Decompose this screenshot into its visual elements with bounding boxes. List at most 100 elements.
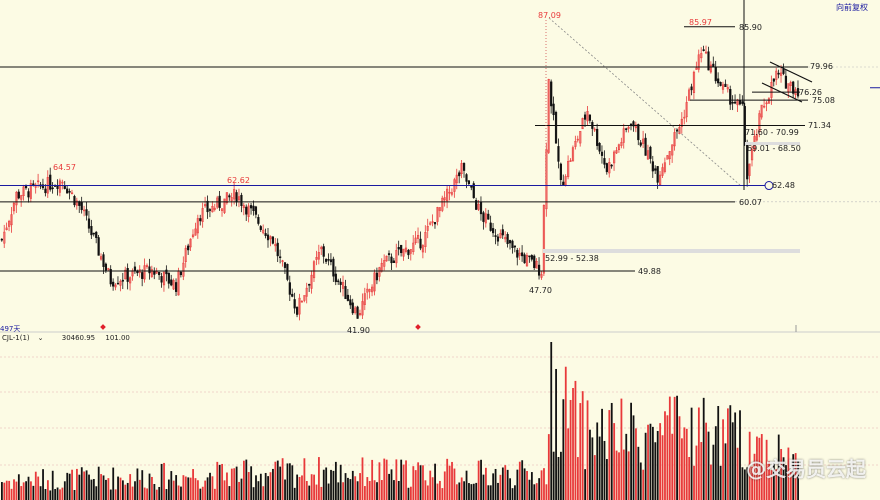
candle-body (593, 128, 596, 131)
candle-body (228, 195, 231, 198)
candle-body (341, 282, 345, 289)
volume-bar (380, 480, 383, 500)
candle-body (237, 196, 241, 201)
volume-bar (765, 439, 768, 500)
candle-body (266, 234, 270, 241)
candle-body (351, 302, 354, 314)
candle-body (680, 118, 683, 127)
candle-body (264, 233, 267, 236)
candle-body (10, 214, 13, 226)
volume-bar (262, 486, 265, 500)
channel-lower-line (761, 82, 803, 103)
volume-bar (606, 459, 608, 500)
volume-bar (584, 469, 587, 500)
volume-bar (465, 470, 468, 500)
volume-bar (182, 475, 185, 500)
volume-bar (647, 424, 649, 500)
volume-bar (792, 454, 795, 500)
volume-bar (240, 478, 243, 500)
candle-body (540, 274, 543, 278)
volume-bar (426, 485, 429, 500)
candle-body (143, 265, 146, 280)
volume-bar (264, 472, 267, 500)
candle-body (537, 264, 541, 276)
volume-bar (586, 400, 589, 500)
candle-body (3, 231, 6, 244)
candle-body (378, 267, 381, 277)
volume-bar (211, 476, 214, 500)
candle-body (482, 212, 485, 222)
volume-bar (635, 428, 637, 500)
volume-bar (417, 462, 420, 500)
volume-bar (155, 489, 158, 500)
volume-bar (143, 487, 146, 500)
volume-bar (419, 465, 422, 500)
candle-body (586, 111, 589, 122)
volume-bar (105, 479, 107, 500)
candle-body (564, 176, 567, 186)
volume-bar (528, 479, 531, 500)
candle-body (104, 263, 108, 271)
volume-bar (472, 483, 475, 500)
volume-bar (305, 481, 308, 500)
candle-body (141, 272, 144, 279)
volume-bar (385, 459, 388, 500)
candle-body (755, 134, 758, 141)
candle-body (339, 281, 342, 285)
volume-bar (301, 475, 303, 500)
volume-bar (175, 475, 178, 500)
candle-body (349, 299, 352, 306)
volume-bar (424, 480, 427, 500)
candle-body (366, 288, 369, 293)
candle-body (204, 204, 207, 207)
candle-body (656, 166, 659, 183)
volume-bar (710, 464, 712, 500)
candle-body (639, 142, 642, 146)
volume-bar (3, 482, 6, 500)
volume-bar (223, 480, 226, 500)
volume-bar (163, 462, 165, 500)
volume-bar (204, 480, 207, 500)
candle-body (717, 78, 720, 84)
candle-body (32, 183, 35, 186)
candle-body (92, 232, 95, 235)
candle-body (610, 164, 613, 167)
volume-bar (49, 490, 52, 500)
candle-body (782, 68, 785, 74)
candle-body (320, 246, 323, 250)
candle-body (625, 128, 628, 130)
volume-bar (54, 489, 57, 500)
volume-bar (344, 473, 347, 500)
candle-body (620, 142, 623, 146)
candle-body (765, 102, 768, 105)
volume-bar (337, 482, 340, 500)
volume-bar (596, 422, 599, 500)
candle-body (361, 301, 364, 316)
volume-bar (313, 474, 315, 500)
volume-bar (751, 466, 753, 500)
volume-bar (388, 473, 390, 500)
candle-body (465, 174, 468, 182)
volume-bar (460, 477, 463, 500)
volume-bar (743, 469, 746, 500)
volume-bar (443, 471, 446, 500)
volume-bar (59, 489, 61, 500)
volume-bar (284, 479, 286, 500)
volume-bar (180, 486, 182, 500)
indicator-select[interactable]: CJL-1(1) ⌄ (2, 334, 52, 342)
candle-body (332, 258, 335, 277)
candle-body (8, 220, 11, 227)
volume-bar (37, 476, 40, 500)
volume-bar (267, 476, 269, 500)
candle-body (576, 138, 579, 141)
candle-body (75, 200, 78, 206)
candle-body (438, 207, 441, 211)
candle-body (726, 87, 729, 90)
candle-body (153, 271, 156, 275)
candle-body (622, 128, 625, 143)
volume-bar (777, 434, 780, 500)
candle-body (760, 104, 763, 118)
price-adjust-button[interactable]: 向前复权 (836, 3, 868, 12)
volume-bar (736, 447, 739, 500)
volume-bar (567, 428, 570, 500)
